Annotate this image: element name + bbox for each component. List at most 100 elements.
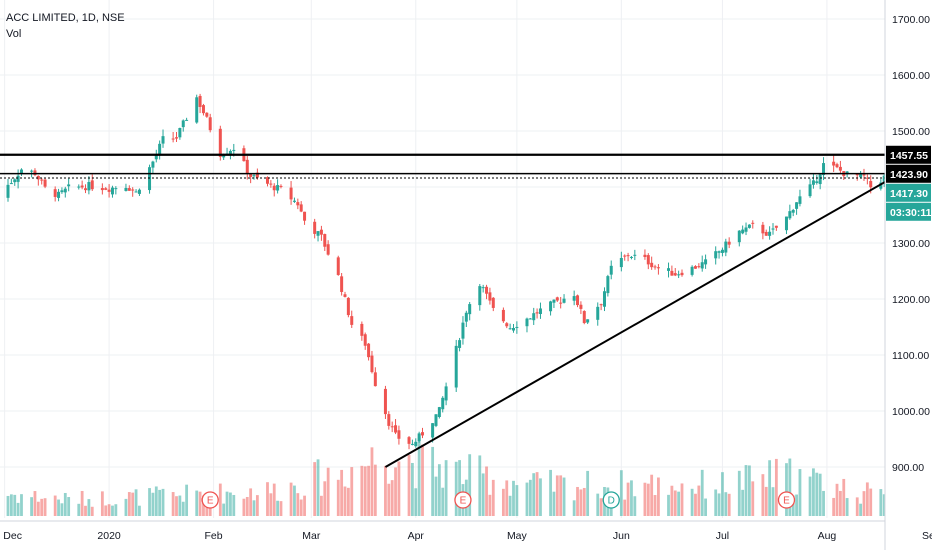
candle-body bbox=[552, 299, 556, 303]
volume-bar bbox=[202, 495, 205, 516]
volume-bar bbox=[414, 488, 418, 516]
event-marker[interactable] bbox=[454, 491, 472, 509]
volume-bar bbox=[198, 491, 202, 516]
candle-body bbox=[741, 229, 745, 234]
candle-body bbox=[134, 191, 138, 193]
candle-body bbox=[737, 230, 741, 243]
volume-bar bbox=[114, 504, 118, 516]
candle-body bbox=[437, 407, 441, 417]
candle-body bbox=[859, 173, 863, 178]
candle-body bbox=[555, 297, 559, 301]
volume-bar bbox=[512, 480, 515, 516]
candle-body bbox=[16, 175, 20, 182]
price-axis-tick: 1500.00 bbox=[892, 126, 930, 138]
trendline[interactable] bbox=[384, 148, 932, 468]
volume-bar bbox=[727, 493, 731, 516]
volume-bar bbox=[138, 505, 141, 516]
candle-body bbox=[700, 262, 704, 269]
volume-bar bbox=[63, 492, 67, 516]
candle-body bbox=[410, 443, 414, 445]
candle-body bbox=[33, 170, 37, 176]
volume-bar bbox=[181, 501, 185, 516]
candle-body bbox=[269, 183, 273, 185]
volume-bar bbox=[320, 495, 323, 516]
volume-bar bbox=[390, 480, 394, 516]
volume-bar bbox=[343, 486, 347, 516]
candle-body bbox=[528, 318, 532, 320]
candle-body bbox=[656, 267, 660, 269]
candle-body bbox=[562, 298, 566, 303]
candle-body bbox=[532, 313, 536, 321]
candle-body bbox=[768, 231, 772, 236]
volume-bar bbox=[667, 494, 670, 516]
price-axis-tick: 1700.00 bbox=[892, 14, 930, 26]
candle-body bbox=[67, 184, 71, 187]
event-marker[interactable] bbox=[777, 491, 796, 509]
candle-body bbox=[535, 312, 539, 314]
volume-bar bbox=[90, 506, 94, 516]
candle-body bbox=[599, 304, 603, 306]
volume-bar bbox=[107, 504, 111, 516]
volume-bar bbox=[326, 467, 330, 516]
price-label-text: 1417.30 bbox=[890, 188, 928, 200]
candle-body bbox=[232, 149, 236, 151]
volume-bar bbox=[293, 485, 296, 516]
candle-body bbox=[818, 174, 822, 185]
candle-body bbox=[205, 112, 209, 117]
volume-bar bbox=[761, 474, 765, 516]
volume-bar bbox=[633, 496, 637, 516]
volume-bar bbox=[175, 496, 178, 516]
volume-bar bbox=[768, 460, 772, 516]
candle-body bbox=[84, 188, 88, 191]
volume-bar bbox=[700, 469, 704, 516]
volume-bar bbox=[387, 483, 391, 516]
candle-body bbox=[57, 191, 61, 198]
volume-bar bbox=[57, 499, 60, 516]
volume-bar bbox=[748, 465, 751, 516]
volume-bar bbox=[185, 484, 189, 516]
volume-bar bbox=[373, 464, 377, 516]
volume-bar bbox=[515, 485, 519, 516]
price-axis-tick: 1200.00 bbox=[892, 294, 930, 306]
event-marker[interactable] bbox=[201, 491, 219, 509]
candle-body bbox=[252, 175, 256, 177]
candle-body bbox=[461, 322, 465, 339]
candle-body bbox=[175, 137, 178, 139]
candle-body bbox=[350, 316, 354, 325]
volume-bar bbox=[458, 460, 461, 516]
candle-body bbox=[690, 266, 694, 275]
candle-body bbox=[80, 185, 84, 188]
volume-bar bbox=[562, 477, 566, 516]
volume-bar bbox=[596, 493, 600, 516]
volume-bar bbox=[582, 487, 586, 516]
candle-body bbox=[151, 161, 155, 168]
volume-bar bbox=[232, 494, 236, 516]
candle-body bbox=[114, 188, 118, 190]
candle-body bbox=[788, 211, 792, 219]
volume-bar bbox=[815, 472, 819, 516]
event-marker[interactable] bbox=[602, 491, 620, 509]
candle-body bbox=[619, 257, 623, 268]
volume-bar bbox=[835, 483, 839, 516]
candle-body bbox=[865, 177, 869, 179]
volume-bar bbox=[818, 473, 822, 516]
volume-bar bbox=[266, 482, 269, 516]
candle-body bbox=[862, 174, 866, 176]
candle-body bbox=[525, 318, 529, 327]
volume-bar bbox=[154, 486, 158, 516]
volume-bar bbox=[340, 469, 344, 516]
volume-bar bbox=[434, 476, 438, 516]
time-axis-tick: Apr bbox=[408, 530, 425, 542]
candle-body bbox=[815, 181, 819, 183]
candle-body bbox=[670, 270, 674, 276]
price-axis-tick: 1100.00 bbox=[892, 350, 929, 362]
candle-body bbox=[87, 182, 91, 191]
candle-body bbox=[697, 266, 701, 268]
volume-bar bbox=[882, 494, 886, 516]
event-marker-label: E bbox=[207, 496, 214, 507]
volume-bar bbox=[764, 486, 768, 516]
volume-bar bbox=[9, 494, 13, 516]
volume-bar bbox=[623, 499, 627, 516]
